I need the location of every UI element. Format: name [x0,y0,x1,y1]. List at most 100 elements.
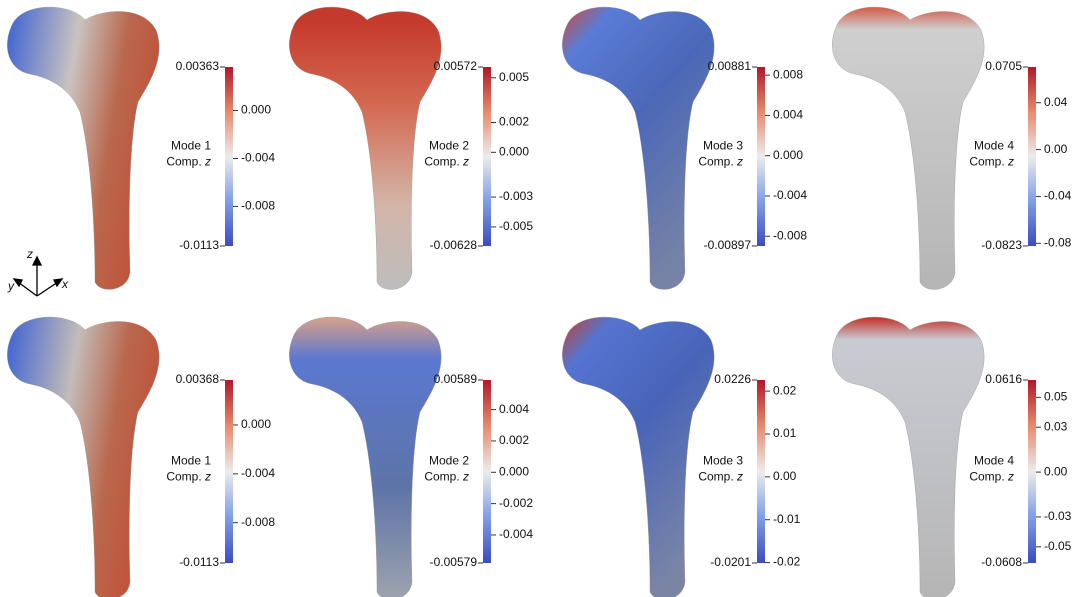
femur-mesh [831,6,985,290]
min-label: -0.0823 [981,238,1022,252]
colorbar-tick-label: -0.002 [499,496,533,510]
mode-label: Mode 1 [171,139,211,153]
colorbar-tick-label: -0.008 [241,199,275,213]
colorbar-tick-label: -0.004 [773,188,807,202]
femur-mesh [561,316,715,597]
max-label: 0.0616 [985,372,1022,386]
colorbar [1028,380,1036,563]
mode-label: Mode 1 [171,454,211,468]
colorbar [757,67,765,246]
colorbar-tick-label: 0.00 [773,469,797,483]
axis-triad [12,255,64,297]
component-axis: z [204,155,211,169]
triad-x: x [61,277,69,291]
component-axis: z [462,155,469,169]
mode-label: Mode 3 [703,454,743,468]
mode-label: Mode 3 [703,139,743,153]
component-axis: z [736,470,743,484]
min-label: -0.0201 [710,555,751,569]
colorbar-tick-label: -0.04 [1044,189,1072,203]
colorbar-tick-label: 0.004 [499,402,529,416]
colorbar-tick-label: -0.004 [499,527,533,541]
component-text: Comp. [969,470,1004,484]
colorbar-tick-label: -0.008 [241,515,275,529]
max-label: 0.00363 [176,59,220,73]
component-label: Comp. z [166,155,211,169]
component-text: Comp. [424,470,459,484]
component-label: Comp. z [166,470,211,484]
colorbar [483,67,491,246]
colorbar-tick-label: 0.02 [773,383,797,397]
component-text: Comp. [424,155,459,169]
colorbar-tick-label: 0.01 [773,426,797,440]
colorbar-tick-label: 0.004 [773,108,803,122]
colorbar-tick-label: -0.004 [241,151,275,165]
colorbar-tick-label: 0.000 [773,148,803,162]
colorbar [483,380,491,563]
mode-label: Mode 4 [974,454,1014,468]
min-label: -0.0608 [981,555,1022,569]
colorbar-tick-label: 0.03 [1044,419,1068,433]
component-text: Comp. [698,470,733,484]
component-text: Comp. [969,155,1004,169]
min-label: -0.0113 [179,555,219,569]
colorbar-tick-label: 0.000 [499,464,529,478]
max-label: 0.0705 [985,59,1022,73]
max-label: 0.00881 [708,59,752,73]
colorbar-tick-label: -0.01 [773,512,801,526]
femur-mesh [6,316,160,597]
triad-z: z [26,247,33,261]
colorbar-tick-label: -0.004 [241,466,275,480]
colorbar-tick-label: 0.000 [499,144,529,158]
colorbar [225,67,233,246]
femur-mesh [288,316,442,597]
colorbar-tick-label: 0.000 [241,417,271,431]
mode-label: Mode 4 [974,139,1014,153]
colorbar-tick-label: 0.000 [241,103,271,117]
component-label: Comp. z [969,470,1014,484]
colorbar-tick-label: -0.08 [1044,235,1072,249]
component-axis: z [204,470,211,484]
femur-mesh [831,316,985,597]
max-label: 0.00368 [176,372,220,386]
component-label: Comp. z [698,155,743,169]
colorbar-tick-label: 0.005 [499,70,529,84]
min-label: -0.0113 [179,238,219,252]
component-axis: z [462,470,469,484]
component-text: Comp. [166,470,201,484]
min-label: -0.00579 [430,555,478,569]
component-label: Comp. z [969,155,1014,169]
component-label: Comp. z [698,470,743,484]
femur-mesh [561,6,715,290]
min-label: -0.00897 [704,238,752,252]
component-text: Comp. [166,155,201,169]
min-label: -0.00628 [430,238,478,252]
mode-label: Mode 2 [429,454,469,468]
femur-mesh [288,6,442,290]
colorbar-tick-label: -0.05 [1044,539,1072,553]
triad-y: y [7,279,15,293]
colorbar-tick-label: 0.00 [1044,142,1068,156]
colorbar-tick-label: 0.04 [1044,95,1068,109]
component-text: Comp. [698,155,733,169]
colorbar-tick-label: 0.00 [1044,464,1068,478]
component-axis: z [736,155,743,169]
colorbar-tick-label: 0.002 [499,115,529,129]
colorbar [225,380,233,563]
colorbar-tick-label: 0.002 [499,433,529,447]
colorbar [1028,67,1036,246]
colorbar-tick-label: 0.008 [773,67,803,81]
colorbar [757,380,765,563]
max-label: 0.00589 [434,372,478,386]
component-label: Comp. z [424,155,469,169]
colorbar-tick-label: -0.008 [773,228,807,242]
colorbar-tick-label: -0.005 [499,219,533,233]
colorbar-tick-label: -0.003 [499,189,533,203]
mode-label: Mode 2 [429,139,469,153]
component-label: Comp. z [424,470,469,484]
component-axis: z [1007,155,1014,169]
colorbar-tick-label: -0.03 [1044,509,1072,523]
colorbar-tick-label: 0.05 [1044,390,1068,404]
max-label: 0.0226 [714,372,751,386]
